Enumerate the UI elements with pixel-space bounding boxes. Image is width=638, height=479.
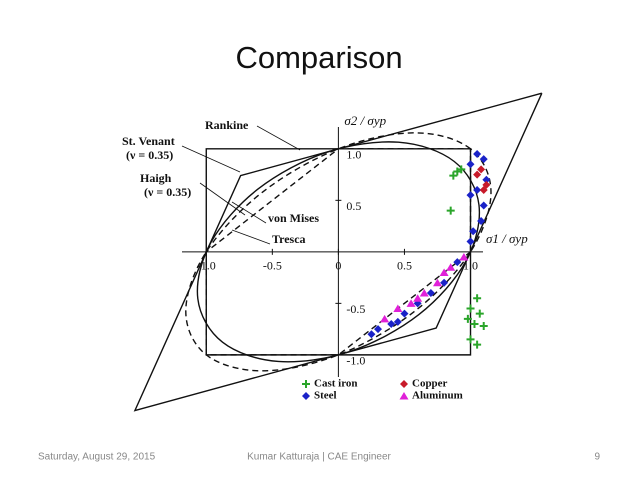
data-point	[419, 289, 429, 297]
curve-label: von Mises	[268, 211, 319, 225]
y-tick-label: 1.0	[346, 148, 361, 162]
data-point	[457, 165, 466, 174]
data-point	[440, 278, 449, 287]
curve-label: St. Venant	[122, 134, 175, 148]
data-point	[446, 263, 456, 271]
leader-line	[231, 229, 271, 245]
data-point	[459, 253, 469, 261]
curve-note: (ν = 0.35)	[126, 148, 173, 162]
curve-note: (ν = 0.35)	[144, 185, 191, 199]
data-point	[473, 186, 482, 195]
leader-line	[199, 182, 246, 216]
data-point	[477, 216, 486, 225]
legend-marker	[399, 392, 409, 400]
leader-line	[256, 125, 301, 151]
data-point	[453, 258, 462, 267]
data-point	[432, 278, 442, 287]
y-axis-label: σ2 / σyp	[344, 113, 386, 128]
footer-date: Saturday, August 29, 2015	[38, 452, 156, 463]
data-point	[466, 237, 475, 246]
data-point	[387, 319, 396, 328]
curve-label: Haigh	[140, 171, 172, 185]
leader-line	[181, 145, 241, 173]
data-point	[393, 304, 403, 313]
data-point	[479, 322, 488, 331]
y-tick-label: -1.0	[346, 354, 365, 368]
data-point	[463, 314, 472, 323]
data-point	[446, 206, 455, 215]
criterion-curve	[205, 148, 472, 356]
footer-author: Kumar Katturaja | CAE Engineer	[247, 452, 391, 463]
curve-label: Tresca	[272, 232, 306, 246]
data-point	[466, 160, 475, 169]
legend-label: Copper	[412, 378, 448, 390]
curve-label: Rankine	[205, 118, 249, 132]
legend-label: Steel	[314, 390, 337, 402]
legend-label: Aluminum	[412, 390, 463, 402]
legend-marker	[302, 380, 310, 388]
data-point	[470, 319, 479, 328]
data-point	[449, 171, 458, 180]
legend-marker	[302, 392, 310, 400]
data-point	[466, 304, 475, 313]
data-point	[482, 180, 491, 189]
data-point	[380, 314, 390, 323]
x-tick-label: 0.5	[397, 259, 412, 273]
data-point	[367, 330, 376, 339]
data-point	[479, 155, 488, 164]
criterion-curve	[196, 141, 481, 363]
legend-marker	[400, 380, 408, 388]
data-point	[439, 268, 449, 276]
x-tick-label: 0	[335, 259, 341, 273]
data-point	[469, 227, 478, 236]
data-point	[393, 317, 402, 326]
data-point	[473, 294, 482, 303]
data-point	[413, 294, 423, 302]
data-point	[477, 165, 486, 174]
data-point	[479, 201, 488, 210]
data-point	[475, 309, 484, 318]
x-axis-label: σ1 / σyp	[486, 231, 528, 246]
slide-title: Comparison	[235, 40, 402, 75]
legend-label: Cast iron	[314, 378, 358, 390]
data-point	[473, 170, 482, 179]
data-point	[400, 309, 409, 318]
data-point	[466, 191, 475, 200]
data-point	[466, 335, 475, 344]
data-point	[406, 299, 416, 307]
data-point	[473, 149, 482, 158]
y-tick-label: 0.5	[346, 199, 361, 213]
leader-line	[231, 201, 267, 224]
data-point	[473, 340, 482, 349]
y-tick-label: -0.5	[346, 302, 365, 316]
x-tick-label: -0.5	[263, 259, 282, 273]
page-number: 9	[594, 452, 600, 463]
data-point	[482, 175, 491, 184]
data-point	[374, 325, 383, 334]
data-point	[426, 289, 435, 298]
